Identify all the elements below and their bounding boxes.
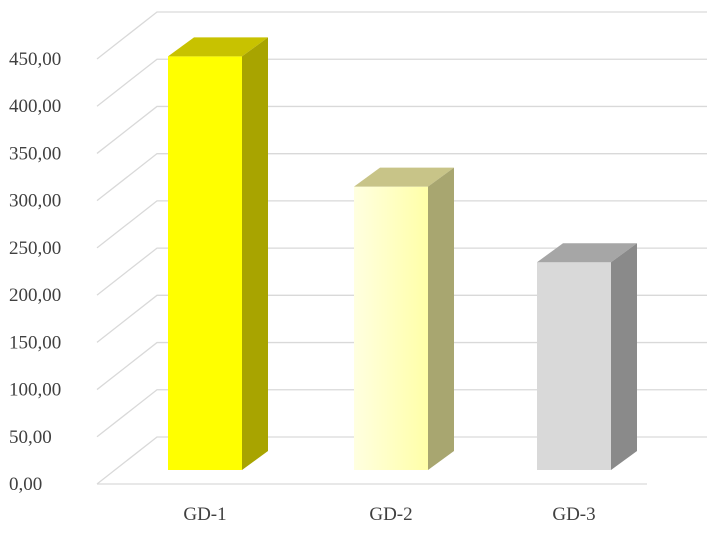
bar-gd-2 bbox=[354, 167, 454, 470]
y-tick-label: 400,00 bbox=[9, 96, 61, 117]
gridline bbox=[96, 11, 707, 60]
bar-gd-3 bbox=[537, 243, 637, 470]
bar-gd-1 bbox=[168, 37, 268, 470]
y-tick-label: 450,00 bbox=[9, 49, 61, 70]
gridline bbox=[96, 436, 707, 485]
x-axis-tick-labels: GD-1 GD-2 GD-3 bbox=[183, 504, 595, 525]
bar-top-face bbox=[168, 37, 268, 57]
y-tick-label: 350,00 bbox=[9, 143, 61, 164]
y-tick-label: 200,00 bbox=[9, 285, 61, 306]
y-tick-label: 50,00 bbox=[9, 427, 52, 448]
bar-side-face bbox=[611, 243, 637, 470]
bar-front-face bbox=[354, 186, 428, 470]
y-tick-label: 300,00 bbox=[9, 191, 61, 212]
y-tick-label: 250,00 bbox=[9, 238, 61, 259]
gridline bbox=[96, 105, 707, 154]
x-tick-label: GD-3 bbox=[552, 504, 595, 525]
x-tick-label: GD-2 bbox=[369, 504, 412, 525]
gridline bbox=[96, 294, 707, 343]
gridline bbox=[96, 153, 707, 202]
gridline bbox=[96, 341, 707, 391]
bars bbox=[168, 37, 637, 470]
gridlines bbox=[96, 11, 707, 485]
gridline bbox=[96, 200, 707, 249]
y-tick-label: 150,00 bbox=[9, 332, 61, 353]
y-tick-label: 100,00 bbox=[9, 380, 61, 401]
bar-front-face bbox=[537, 262, 611, 470]
bar-side-face bbox=[428, 167, 454, 470]
bar-top-face bbox=[354, 167, 454, 187]
gridline bbox=[96, 389, 707, 438]
bar-top-face bbox=[537, 243, 637, 263]
y-tick-label: 0,00 bbox=[9, 474, 42, 495]
bar-side-face bbox=[242, 37, 268, 470]
y-axis-tick-labels: 0,00 50,00 100,00 150,00 200,00 250,00 300,00 3… bbox=[9, 49, 61, 495]
x-tick-label: GD-1 bbox=[183, 504, 226, 525]
bar-front-face bbox=[168, 56, 242, 470]
gridline bbox=[96, 58, 707, 107]
gridline bbox=[96, 247, 707, 296]
